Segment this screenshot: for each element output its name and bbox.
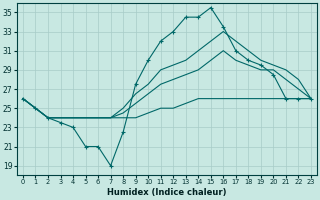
X-axis label: Humidex (Indice chaleur): Humidex (Indice chaleur) [107,188,227,197]
